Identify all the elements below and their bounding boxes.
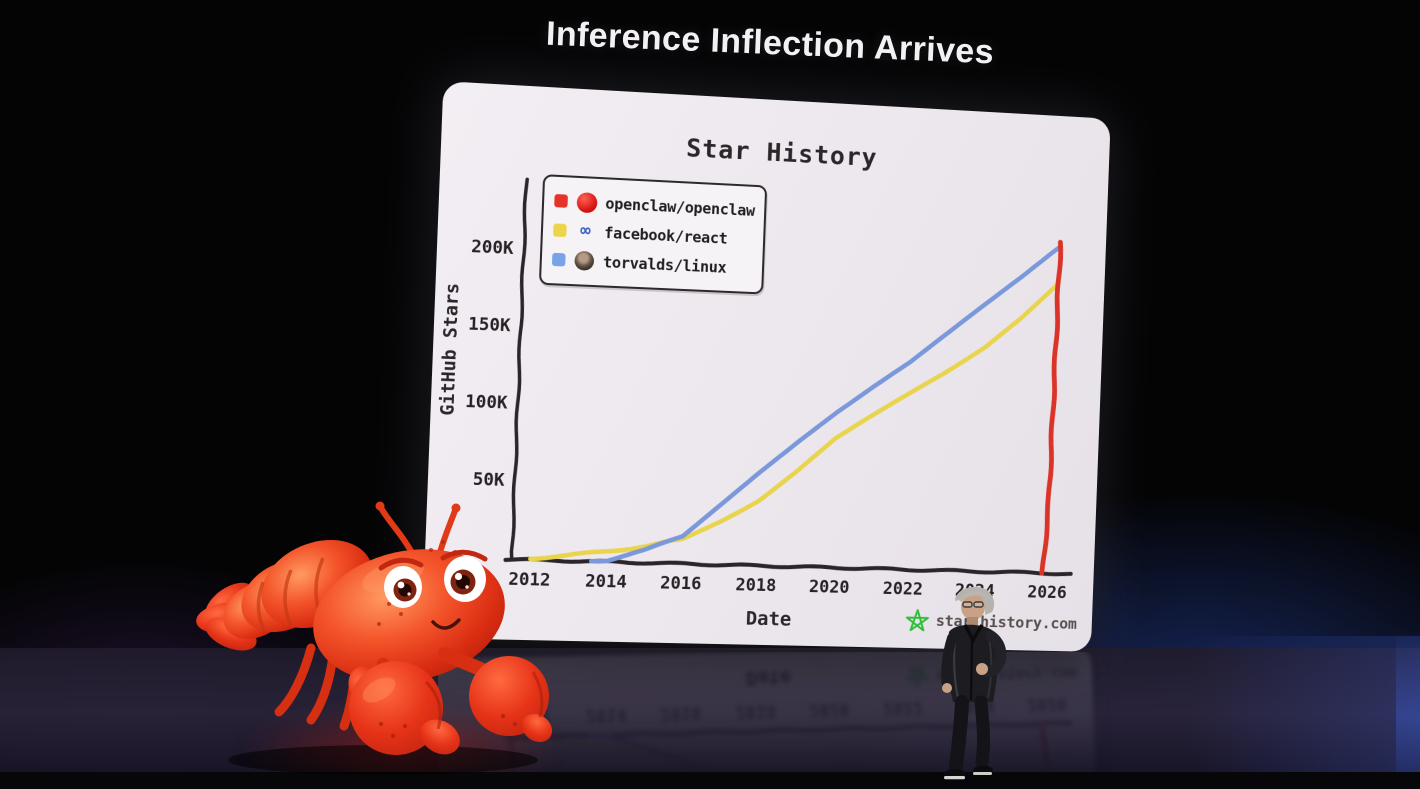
y-tick-200k: 200K <box>470 236 514 260</box>
presenter-leather-jacket <box>947 624 999 702</box>
x-tick-2016: 2016 <box>659 573 702 595</box>
lobster-smile <box>431 618 461 630</box>
legend-label-openclaw: openclaw/openclaw <box>605 193 756 220</box>
legend-label-linux: torvalds/linux <box>602 252 727 277</box>
lobster-mascot <box>196 501 553 775</box>
lobster-eyes <box>384 556 486 608</box>
right-wall-glow <box>1396 630 1420 788</box>
presenter-glasses <box>962 601 973 608</box>
floor-blue-glow <box>1190 636 1420 782</box>
presenter-shoe-sole <box>944 776 965 780</box>
x-tick-2018: 2018 <box>735 575 777 597</box>
y-tick-150k: 150K <box>467 314 511 337</box>
slide-title: Inference Inflection Arrives <box>545 14 995 72</box>
x-tick-2020: 2020 <box>808 577 850 598</box>
legend-label-react: facebook/react <box>603 223 728 248</box>
meta-infinity-icon: ∞ <box>579 220 592 242</box>
react-swatch <box>553 223 567 238</box>
y-tick-100k: 100K <box>464 391 508 414</box>
torvalds-avatar-icon <box>573 250 595 272</box>
presenter-silhouette <box>941 586 1007 780</box>
x-tick-2026: 2026 <box>1027 582 1068 604</box>
chart-legend: openclaw/openclaw ∞ facebook/react torva… <box>538 174 768 295</box>
linux-swatch <box>551 252 566 267</box>
x-tick-2014: 2014 <box>584 571 628 593</box>
stage-front-edge <box>0 772 1420 789</box>
lobster-claws <box>348 656 553 755</box>
openclaw-swatch <box>554 193 568 208</box>
lobster-shadow <box>228 745 538 775</box>
x-axis-label: Date <box>745 607 792 631</box>
presenter-legs <box>949 695 969 773</box>
openclaw-avatar-icon <box>575 191 598 213</box>
presenter-face <box>961 594 985 620</box>
